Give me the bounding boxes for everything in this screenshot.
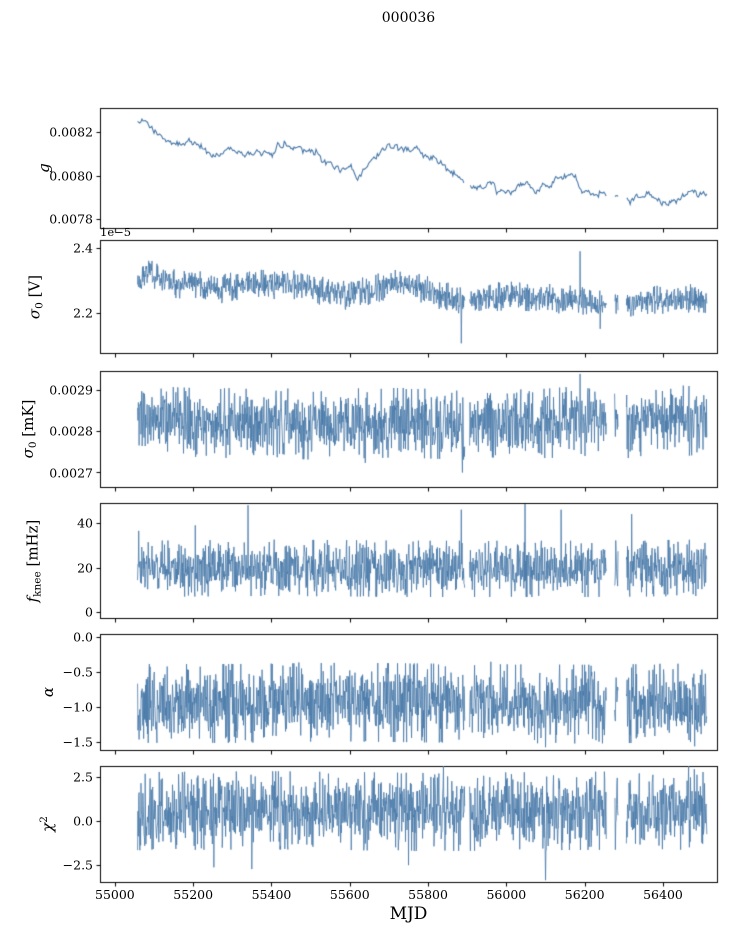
figure-title: 000036 xyxy=(381,10,436,26)
x-axis-title: MJD xyxy=(389,904,428,924)
